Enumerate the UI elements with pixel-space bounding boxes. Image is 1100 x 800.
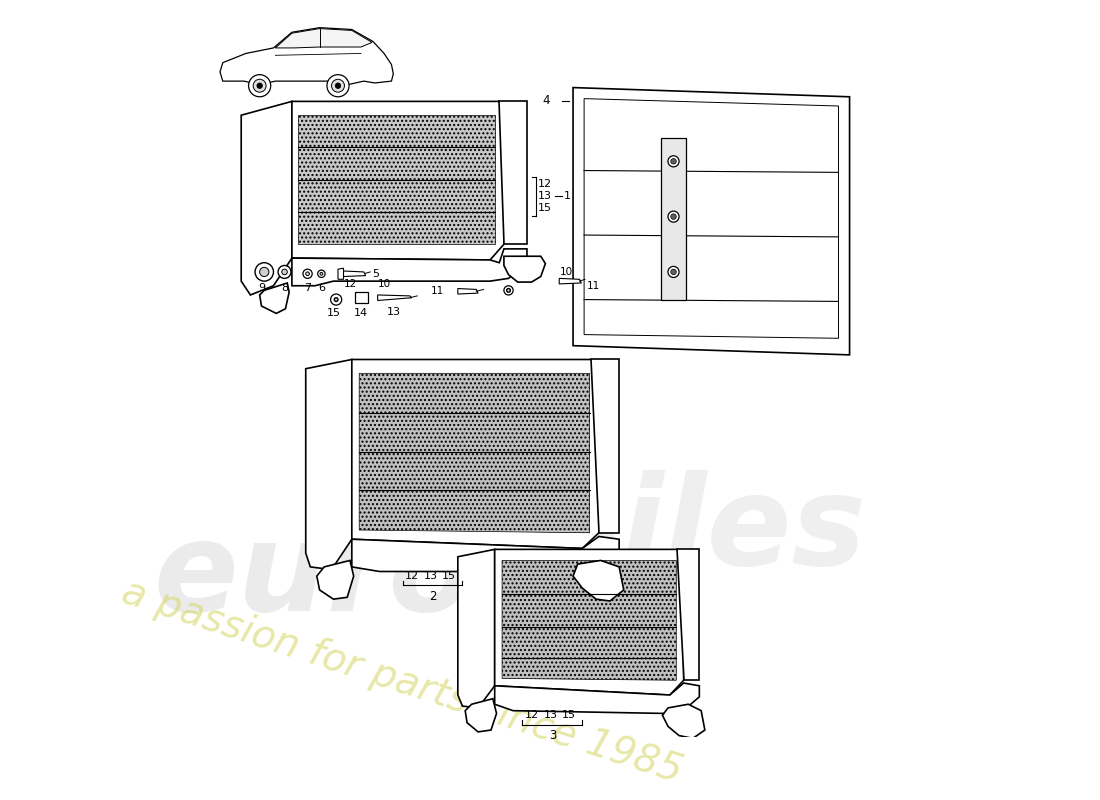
Circle shape xyxy=(671,158,676,164)
Circle shape xyxy=(668,156,679,167)
Circle shape xyxy=(302,269,312,278)
Polygon shape xyxy=(458,289,478,294)
Text: 5: 5 xyxy=(372,269,379,278)
Polygon shape xyxy=(495,550,684,695)
Circle shape xyxy=(671,269,676,274)
Text: 11: 11 xyxy=(587,281,601,290)
Circle shape xyxy=(668,266,679,278)
Polygon shape xyxy=(495,683,700,714)
Circle shape xyxy=(320,272,322,275)
Polygon shape xyxy=(352,359,598,549)
Text: 15: 15 xyxy=(538,203,552,214)
Polygon shape xyxy=(241,102,292,295)
Polygon shape xyxy=(662,704,705,738)
Polygon shape xyxy=(377,295,411,301)
Circle shape xyxy=(318,270,326,278)
Circle shape xyxy=(334,298,338,302)
Text: 10: 10 xyxy=(377,279,390,289)
Text: 13: 13 xyxy=(538,191,552,202)
Text: Oeiles: Oeiles xyxy=(430,470,866,591)
Polygon shape xyxy=(584,98,838,338)
Circle shape xyxy=(331,79,344,92)
Circle shape xyxy=(336,83,341,89)
Polygon shape xyxy=(343,271,365,277)
Polygon shape xyxy=(292,102,504,260)
Polygon shape xyxy=(292,249,527,286)
Polygon shape xyxy=(573,561,624,601)
Polygon shape xyxy=(298,115,495,244)
Polygon shape xyxy=(559,278,581,284)
Text: 15: 15 xyxy=(562,710,576,720)
Polygon shape xyxy=(360,374,590,533)
Polygon shape xyxy=(502,561,676,680)
Text: 13: 13 xyxy=(424,571,438,581)
Text: 3: 3 xyxy=(549,729,557,742)
Circle shape xyxy=(260,267,268,277)
Circle shape xyxy=(507,289,510,292)
Circle shape xyxy=(253,79,266,92)
Text: 9: 9 xyxy=(257,282,265,293)
Text: 15: 15 xyxy=(327,309,340,318)
Polygon shape xyxy=(275,29,372,48)
Text: 14: 14 xyxy=(354,309,368,318)
Polygon shape xyxy=(317,561,354,599)
Polygon shape xyxy=(678,550,700,680)
Polygon shape xyxy=(352,537,619,571)
Text: 2: 2 xyxy=(429,590,437,603)
Circle shape xyxy=(668,211,679,222)
Circle shape xyxy=(255,262,274,281)
Polygon shape xyxy=(592,359,619,533)
Text: 12: 12 xyxy=(538,179,552,190)
Circle shape xyxy=(249,74,271,97)
Circle shape xyxy=(306,272,309,276)
Text: a passion for parts since 1985: a passion for parts since 1985 xyxy=(117,574,686,791)
Text: euro: euro xyxy=(154,516,475,637)
Text: 7: 7 xyxy=(304,282,311,293)
Circle shape xyxy=(278,266,292,278)
Polygon shape xyxy=(220,28,394,85)
Circle shape xyxy=(331,294,342,305)
Text: 6: 6 xyxy=(318,282,324,293)
Text: 4: 4 xyxy=(542,94,550,107)
Circle shape xyxy=(504,286,513,295)
Text: 11: 11 xyxy=(431,286,444,296)
Polygon shape xyxy=(354,292,368,303)
Polygon shape xyxy=(504,256,546,282)
Circle shape xyxy=(327,74,349,97)
Circle shape xyxy=(282,269,287,274)
Polygon shape xyxy=(458,550,495,708)
Polygon shape xyxy=(260,283,289,314)
Text: 12: 12 xyxy=(525,710,539,720)
Polygon shape xyxy=(338,268,343,279)
Circle shape xyxy=(257,83,263,89)
Polygon shape xyxy=(573,87,849,355)
Text: 13: 13 xyxy=(387,306,402,317)
Polygon shape xyxy=(499,102,527,244)
Text: 10: 10 xyxy=(560,267,573,277)
Text: 15: 15 xyxy=(442,571,456,581)
Circle shape xyxy=(671,214,676,219)
Text: 1: 1 xyxy=(564,191,571,202)
Polygon shape xyxy=(465,698,496,732)
Text: 12: 12 xyxy=(343,279,356,289)
Polygon shape xyxy=(661,138,686,299)
Text: 13: 13 xyxy=(543,710,558,720)
Text: 12: 12 xyxy=(405,571,419,581)
Polygon shape xyxy=(306,359,352,570)
Text: 8: 8 xyxy=(280,282,288,293)
